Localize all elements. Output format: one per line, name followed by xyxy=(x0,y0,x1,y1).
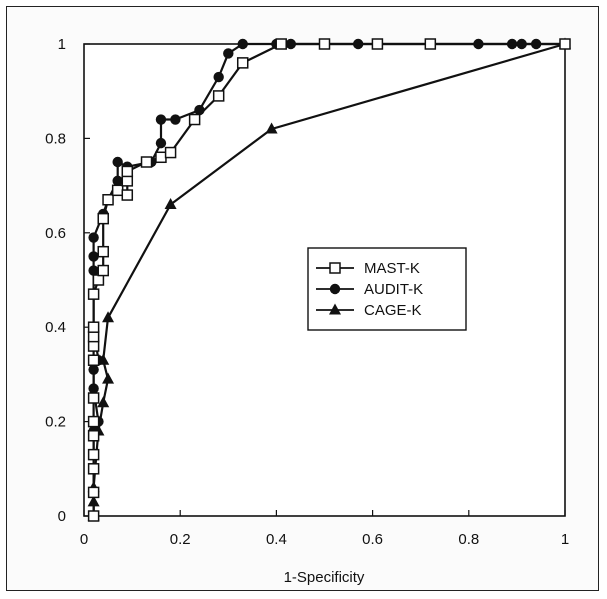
cage-k-point xyxy=(164,197,177,209)
mast-k-point xyxy=(102,194,114,206)
mast-k-point xyxy=(87,430,100,442)
audit-k-point xyxy=(155,137,167,149)
legend-item-mast-k: MAST-K xyxy=(316,260,420,277)
mast-k-point xyxy=(111,184,124,197)
mast-k-point xyxy=(87,448,100,461)
legend-item-cage-k: CAGE-K xyxy=(316,302,422,319)
y-tick-label: 0.2 xyxy=(45,414,66,431)
cage-k-point xyxy=(265,122,278,134)
mast-k-point xyxy=(87,288,100,300)
mast-k-point xyxy=(155,151,167,164)
mast-k-point xyxy=(87,510,100,522)
mast-k-point xyxy=(121,189,134,201)
y-tick-label: 0.4 xyxy=(45,319,66,336)
x-tick-label: 0.8 xyxy=(458,531,479,548)
series-layer xyxy=(87,37,571,522)
mast-k-point xyxy=(188,113,201,126)
mast-k-point xyxy=(212,90,225,102)
mast-k-point xyxy=(87,354,100,366)
mast-k-point xyxy=(87,415,100,428)
y-tick-label: 0 xyxy=(58,508,66,525)
audit-k-point xyxy=(213,71,224,83)
legend-label: MAST-K xyxy=(364,260,420,277)
mast-k-point xyxy=(87,321,100,333)
audit-k-point xyxy=(88,265,99,276)
legend-label: CAGE-K xyxy=(364,302,422,319)
y-tick-label: 1 xyxy=(58,36,66,53)
audit-k-point xyxy=(112,175,123,187)
mast-k-point xyxy=(318,38,331,50)
cage-k-point xyxy=(102,372,115,384)
audit-k-point xyxy=(112,156,123,168)
x-tick-label: 0.2 xyxy=(170,531,191,548)
audit-k-point xyxy=(170,114,181,125)
mast-k-point xyxy=(87,486,100,499)
audit-k-point xyxy=(237,38,248,50)
mast-k-point xyxy=(371,38,384,50)
audit-k-point xyxy=(88,232,99,243)
legend-marker xyxy=(329,283,341,295)
mast-k-point xyxy=(121,175,134,187)
x-tick-label: 0 xyxy=(80,531,88,548)
legend-marker xyxy=(329,303,341,315)
mast-k-point xyxy=(236,57,249,69)
audit-k-point xyxy=(88,251,99,262)
x-tick-label: 0.4 xyxy=(266,531,287,548)
legend-marker xyxy=(329,262,341,274)
mast-k-point xyxy=(275,38,287,50)
legend: MAST-K AUDIT-K CAGE-K xyxy=(307,247,467,331)
mast-k-point xyxy=(97,212,109,225)
y-tick-label: 0.6 xyxy=(45,225,66,242)
mast-k-point xyxy=(92,274,105,286)
mast-k-point xyxy=(87,392,100,404)
mast-k-point xyxy=(87,330,100,343)
mast-k-point xyxy=(87,340,100,352)
mast-k-point xyxy=(97,264,109,277)
mast-k-point xyxy=(140,156,153,168)
mast-k-point xyxy=(424,38,437,50)
cage-k-point xyxy=(97,396,110,408)
mast-k-point xyxy=(97,245,109,258)
legend-item-audit-k: AUDIT-K xyxy=(316,281,423,298)
y-tick-label: 0.8 xyxy=(45,130,66,147)
mast-k-point xyxy=(87,463,100,475)
x-tick-label: 1 xyxy=(561,531,569,548)
x-axis-title: 1-Specificity xyxy=(284,569,365,586)
mast-k-point xyxy=(121,165,134,178)
series-mast-k xyxy=(87,38,571,522)
legend-label: AUDIT-K xyxy=(364,281,423,298)
mast-k-point xyxy=(559,38,571,50)
x-tick-label: 0.6 xyxy=(362,531,383,548)
cage-k-point xyxy=(102,311,115,323)
audit-k-point xyxy=(223,48,234,59)
mast-k-point xyxy=(164,146,177,159)
audit-k-point xyxy=(155,114,167,125)
